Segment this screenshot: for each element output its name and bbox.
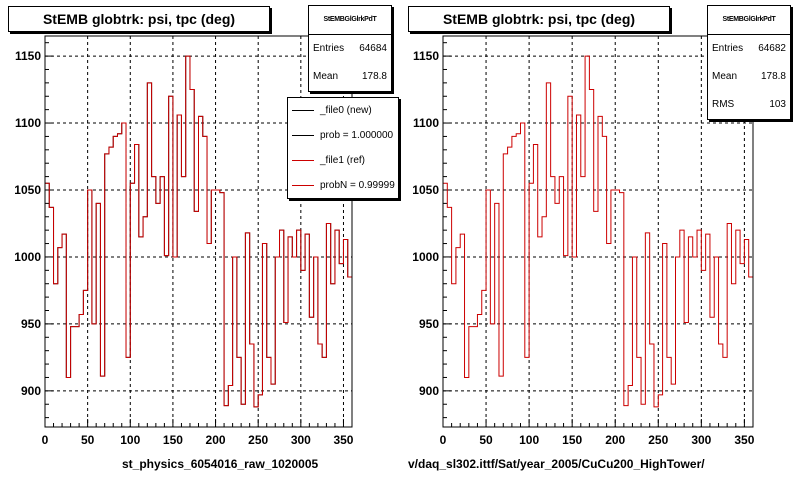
right-stats-name: StEMBGlGlrkPdT — [708, 6, 790, 35]
right-xtick-label-4: 200 — [605, 433, 625, 447]
legend-item-file0: _file0 (new) — [288, 98, 398, 123]
right-stats-mean-row: Mean 178.8 — [708, 63, 790, 91]
left-xtick-label-6: 300 — [291, 433, 311, 447]
legend-item-probn: probN = 0.99999 — [288, 173, 398, 198]
right-xtick-label-5: 250 — [648, 433, 668, 447]
legend-label-file0: _file0 (new) — [320, 105, 372, 116]
right-stats-entries-row: Entries 64682 — [708, 35, 790, 63]
left-chart-title: StEMB globtrk: psi, tpc (deg) — [8, 6, 270, 32]
right-xtick-label-0: 0 — [440, 433, 447, 447]
legend-swatch-prob — [292, 135, 314, 136]
right-frame — [442, 35, 754, 428]
left-stats-entries-row: Entries 64684 — [309, 35, 391, 63]
left-xtick-label-3: 150 — [163, 433, 183, 447]
legend-swatch-probn — [292, 185, 314, 186]
left-stats-entries-label: Entries — [313, 43, 345, 54]
left-xtick-label-2: 100 — [120, 433, 140, 447]
right-stats-rms-label: RMS — [712, 99, 735, 110]
left-stats-mean-value: 178.8 — [361, 71, 387, 82]
right-chart-panel: 0 50 100 150 200 250 300 350 900 950 1000 1050 1100 1… — [400, 0, 800, 480]
legend-swatch-file0 — [292, 110, 314, 111]
left-legend: _file0 (new) prob = 1.000000 _file1 (ref… — [287, 97, 399, 199]
right-xtick-label-3: 150 — [562, 433, 582, 447]
right-xtick-label-2: 100 — [519, 433, 539, 447]
right-stats-box: StEMBGlGlrkPdT Entries 64682 Mean 178.8 … — [707, 5, 791, 120]
left-x-axis-label: st_physics_6054016_raw_1020005 — [122, 457, 319, 471]
left-stats-entries-value: 64684 — [359, 43, 387, 54]
right-series-0-line — [443, 55, 753, 408]
right-ytick-label-2: 1000 — [412, 250, 439, 264]
legend-label-file1: _file1 (ref) — [320, 155, 366, 166]
left-ytick-label-1: 950 — [21, 317, 41, 331]
right-ytick-label-4: 1100 — [413, 116, 439, 130]
left-stats-mean-row: Mean 178.8 — [309, 63, 391, 91]
left-plot-area — [45, 36, 352, 427]
right-chart-title: StEMB globtrk: psi, tpc (deg) — [408, 6, 670, 32]
left-ytick-label-2: 1000 — [14, 250, 41, 264]
left-xtick-label-1: 50 — [81, 433, 95, 447]
left-xtick-label-4: 200 — [206, 433, 226, 447]
right-stats-rms-value: 103 — [769, 99, 786, 110]
left-frame — [44, 35, 353, 428]
right-ytick-label-3: 1050 — [412, 183, 439, 197]
left-stats-mean-label: Mean — [313, 71, 339, 82]
left-stats-box: StEMBGlGlrkPdT Entries 64684 Mean 178.8 — [308, 5, 392, 92]
left-ytick-label-0: 900 — [21, 384, 41, 398]
left-stats-name: StEMBGlGlrkPdT — [309, 6, 391, 35]
right-stats-rms-row: RMS 103 — [708, 91, 790, 119]
legend-item-prob: prob = 1.000000 — [288, 123, 398, 148]
right-stats-mean-value: 178.8 — [760, 71, 786, 82]
right-stats-mean-label: Mean — [712, 71, 738, 82]
right-xtick-label-1: 50 — [479, 433, 493, 447]
right-ytick-label-0: 900 — [419, 384, 439, 398]
left-xtick-label-0: 0 — [42, 433, 49, 447]
legend-label-prob: prob = 1.000000 — [320, 130, 394, 141]
right-xtick-label-6: 300 — [691, 433, 711, 447]
right-ytick-label-5: 1150 — [413, 49, 439, 63]
right-ytick-label-1: 950 — [419, 317, 439, 331]
left-ytick-label-5: 1150 — [15, 49, 41, 63]
legend-swatch-file1 — [292, 160, 314, 161]
right-x-axis-label: v/daq_sl302.ittf/Sat/year_2005/CuCu200_H… — [408, 457, 705, 471]
left-ytick-label-3: 1050 — [14, 183, 41, 197]
legend-label-probn: probN = 0.99999 — [320, 180, 395, 191]
left-xtick-label-5: 250 — [248, 433, 268, 447]
left-chart-panel: 0 50 100 150 200 250 300 350 900 950 1000 1050 1100 1… — [8, 5, 399, 471]
right-chart-plot: 0 50 100 150 200 250 300 350 900 950 1000 1050 1100 1… — [412, 35, 755, 447]
right-stats-entries-value: 64682 — [758, 43, 786, 54]
right-xtick-label-7: 350 — [734, 433, 754, 447]
left-series-1-line — [45, 55, 352, 408]
legend-item-file1: _file1 (ref) — [288, 148, 398, 173]
left-xtick-label-7: 350 — [333, 433, 353, 447]
left-ytick-label-4: 1100 — [15, 116, 41, 130]
right-stats-entries-label: Entries — [712, 43, 744, 54]
